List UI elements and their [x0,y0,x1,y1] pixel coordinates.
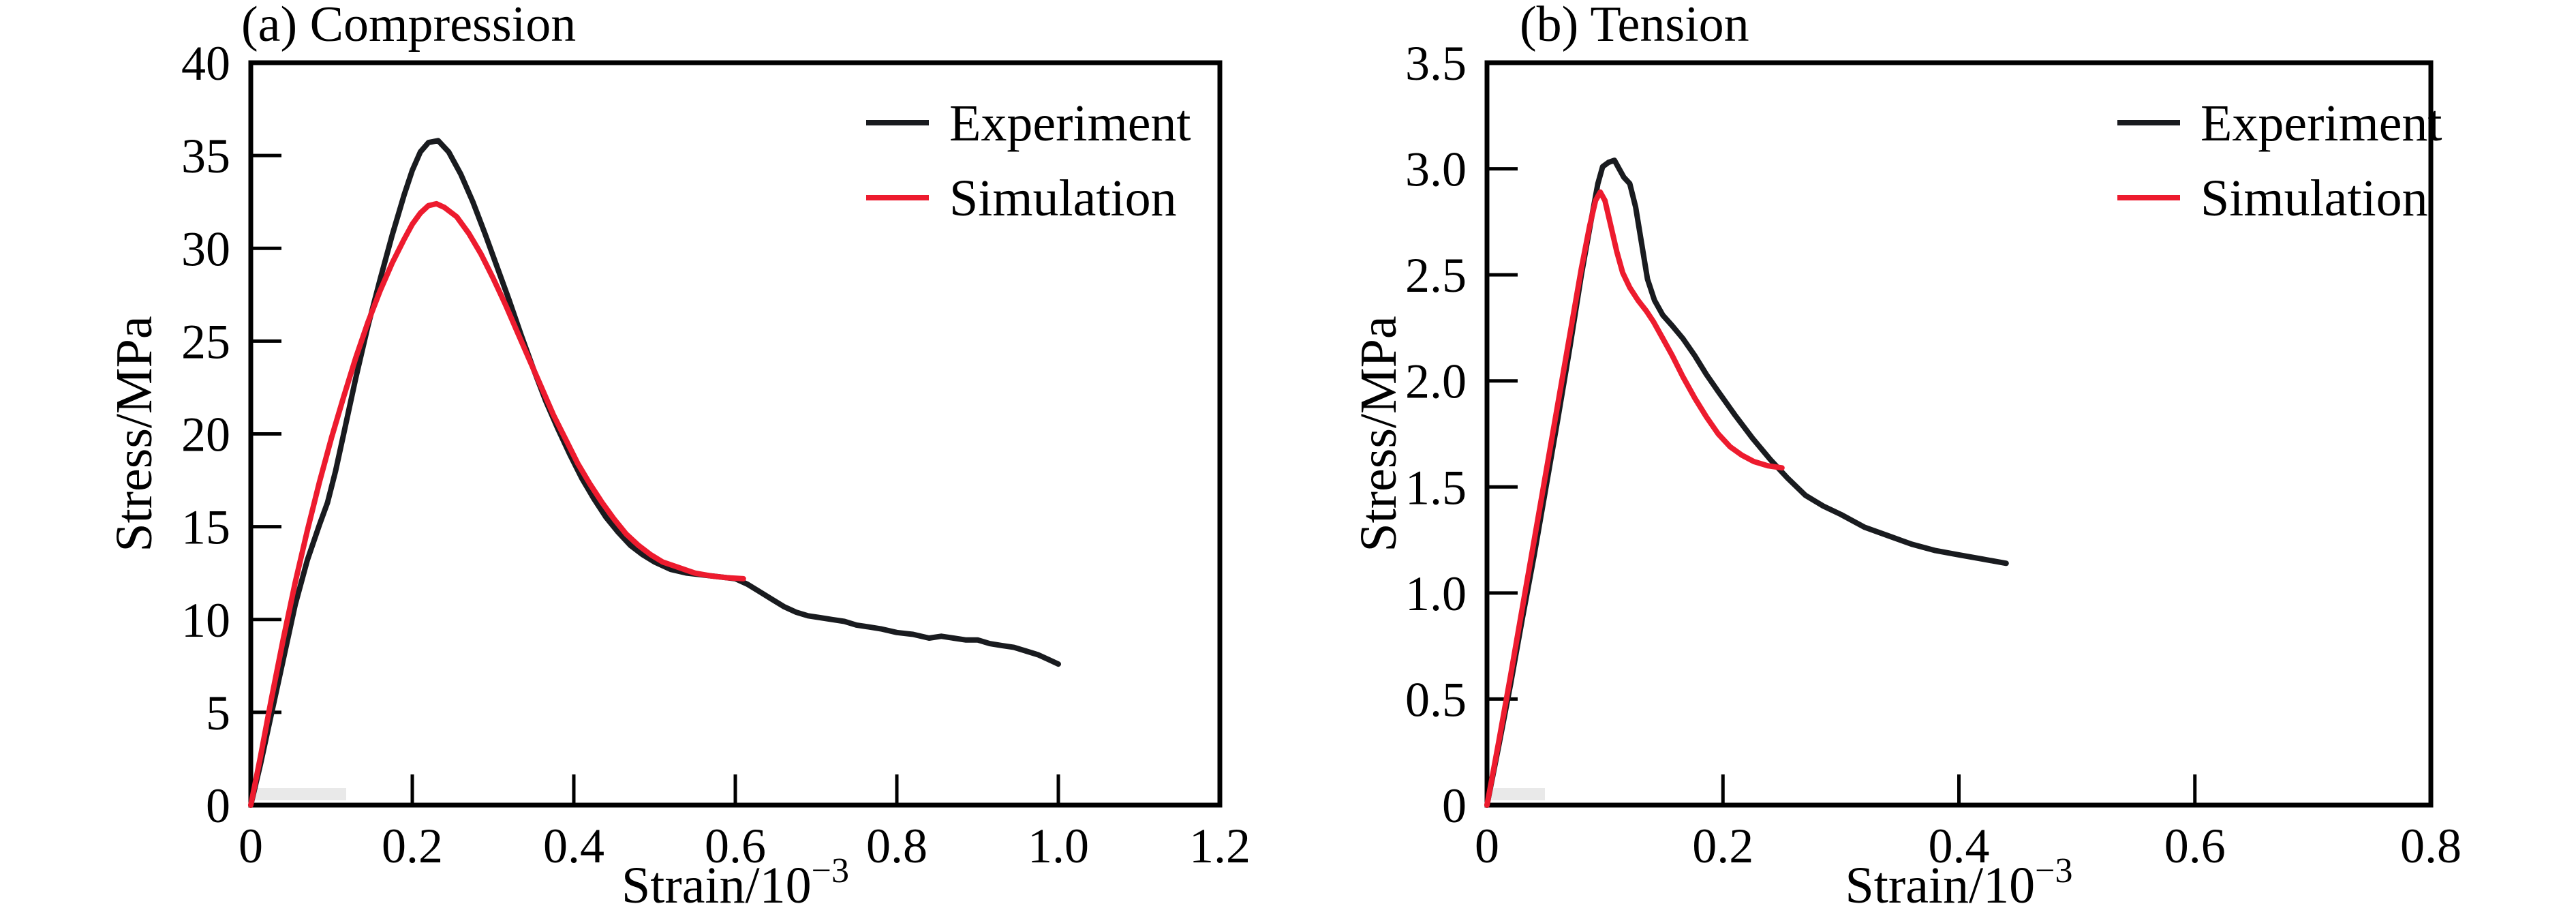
tension-chart: 0 0.2 0.4 0.6 0.8 0 0.5 1.0 1.5 2.0 2.5 3.0 3.5 Strai… [1350,0,2462,914]
x-tick-label: 0.8 [2400,819,2462,873]
y-tick-label: 1.0 [1405,567,1467,621]
legend-label-experiment: Experiment [2201,95,2442,152]
y-tick-label: 2.0 [1405,354,1467,409]
y-tick-label: 1.5 [1405,460,1467,515]
y-tick-label: 0 [206,779,230,833]
legend-label-experiment: Experiment [949,95,1191,152]
y-tick-label: 15 [181,500,230,555]
x-tick-label: 0 [1475,819,1499,873]
y-tick-label: 35 [181,129,230,183]
x-axis-label: Strain/10−3 [622,851,849,914]
y-tick-label: 0 [1442,779,1467,833]
tension-figure: 0 0.2 0.4 0.6 0.8 0 0.5 1.0 1.5 2.0 2.5 3.0 3.5 Strai… [1288,0,2576,921]
y-axis-label: Stress/MPa [106,316,163,552]
compression-figure: 0 0.2 0.4 0.6 0.8 1.0 1.2 0 5 10 15 20 25 30 35 40 Strai… [106,0,1251,914]
x-tick-label: 0.6 [2164,819,2226,873]
y-tick-label: 2.5 [1405,248,1467,303]
x-tick-label: 0.6 [705,819,766,873]
x-tick-label: 0.8 [866,819,927,873]
chart-title: (b) Tension [1520,0,1749,52]
compression-chart: 0 0.2 0.4 0.6 0.8 1.0 1.2 0 5 10 15 20 25 30 35 40 Strai… [106,0,1251,914]
y-tick-label: 40 [181,36,230,91]
series-simulation-line [248,200,746,808]
x-tick-label: 0.4 [1929,819,1990,873]
y-tick-label: 5 [206,686,230,740]
x-tick-label: 0.2 [382,819,443,873]
y-tick-label: 30 [181,222,230,276]
legend-label-simulation: Simulation [949,170,1177,227]
series-experiment-line [1484,157,2009,808]
chart-title: (a) Compression [241,0,576,52]
series-experiment-line [248,138,1061,808]
y-tick-label: 3.5 [1405,36,1467,91]
legend-label-simulation: Simulation [2201,170,2428,227]
x-tick-label: 1.0 [1028,819,1089,873]
y-tick-label: 3.0 [1405,142,1467,197]
x-tick-label: 0.4 [543,819,604,873]
y-tick-label: 0.5 [1405,672,1467,727]
x-axis-label: Strain/10−3 [1845,851,2073,914]
x-tick-label: 0.2 [1692,819,1753,873]
y-axis-label: Stress/MPa [1350,316,1407,552]
x-tick-label: 0 [239,819,263,873]
y-tick-label: 10 [181,593,230,648]
series-simulation-line [1484,189,1785,808]
y-tick-label: 25 [181,314,230,369]
x-tick-label: 1.2 [1189,819,1251,873]
y-tick-label: 20 [181,408,230,462]
